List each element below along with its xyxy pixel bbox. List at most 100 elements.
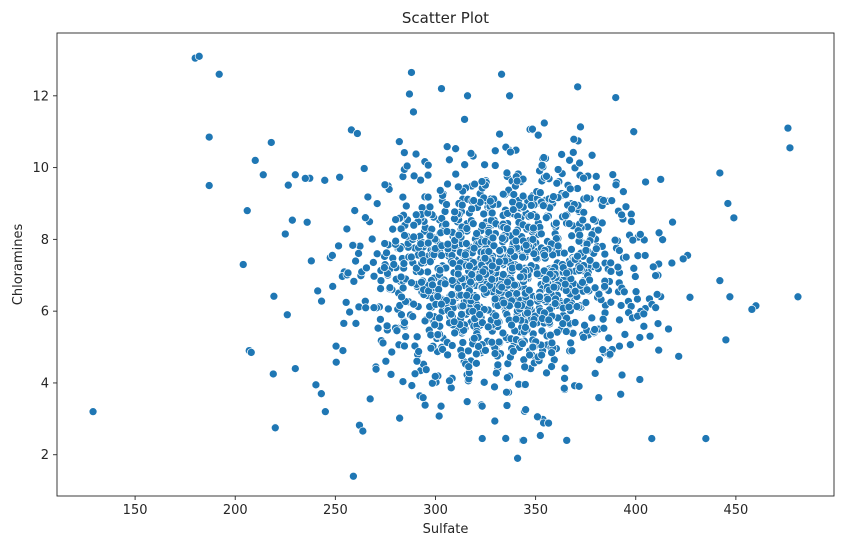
data-point [499,298,509,308]
data-point [512,176,522,186]
data-point [401,201,411,211]
data-point [573,82,583,92]
data-point [546,330,555,340]
data-point [480,160,489,170]
data-point [391,215,400,224]
data-point [635,375,645,384]
data-point [425,257,435,267]
data-point [472,349,481,359]
data-point [498,189,508,199]
data-point [407,381,417,390]
data-point [372,199,382,208]
data-point [562,436,572,445]
data-point [645,331,655,341]
data-point [631,287,641,297]
data-point [547,338,557,348]
data-point [442,200,451,209]
data-point [567,231,577,241]
data-point [458,301,468,311]
data-point [667,258,677,268]
data-point [302,217,312,227]
data-point [463,346,473,356]
data-point [560,374,569,383]
data-point [561,327,571,336]
data-point [562,268,571,278]
data-point [537,350,546,360]
data-point [400,341,409,351]
data-point [542,368,551,378]
data-point [524,285,534,295]
data-point [387,347,397,357]
data-point [579,332,588,342]
data-point [502,224,512,233]
data-point [478,318,487,327]
data-point [392,326,402,336]
data-point [465,261,474,271]
data-point [559,248,569,258]
data-point [494,257,504,267]
data-point [648,262,658,272]
data-point [526,201,536,210]
data-point [400,148,409,157]
data-point [518,252,527,262]
data-point [445,155,454,165]
data-point [457,310,466,319]
data-point [526,211,536,220]
data-point [242,206,252,216]
data-point [640,251,650,260]
data-point [611,93,621,102]
data-point [557,150,566,159]
data-point [582,193,592,203]
data-point [376,315,385,324]
data-point [416,239,426,249]
data-point [511,236,521,246]
data-point [668,217,677,227]
data-point [627,217,636,226]
data-point [483,322,493,332]
data-point [485,196,495,206]
data-point [523,308,532,318]
data-point [538,201,548,210]
data-point [528,124,537,134]
data-point [498,233,507,243]
y-axis-label: Chloramines [11,224,26,306]
data-point [549,282,559,292]
data-point [537,326,547,336]
data-point [647,434,657,443]
data-point [553,241,563,251]
data-point [384,304,393,314]
data-point [621,202,631,212]
data-point [572,302,582,311]
data-point [405,89,414,99]
data-point [335,172,344,182]
data-point [633,251,643,261]
data-point [723,199,733,208]
data-point [282,310,292,320]
data-point [290,170,300,180]
data-point [451,169,461,179]
data-point [430,320,440,330]
data-point [542,171,551,181]
data-point [359,164,369,173]
data-point [398,172,408,181]
data-point [451,144,460,154]
data-point [440,279,450,289]
data-point [628,235,638,245]
data-point [570,318,580,327]
data-point [567,245,576,254]
data-point [363,192,373,202]
data-point [559,383,569,393]
data-point [591,244,601,254]
data-point [397,310,406,320]
data-point [633,294,642,304]
data-point [479,209,489,219]
data-point [491,311,501,321]
data-point [537,161,547,170]
data-point [606,258,616,268]
data-point [479,284,489,294]
data-point [539,118,549,128]
data-point [540,250,549,260]
data-point [454,230,464,240]
data-point [402,161,412,171]
data-point [436,401,446,411]
